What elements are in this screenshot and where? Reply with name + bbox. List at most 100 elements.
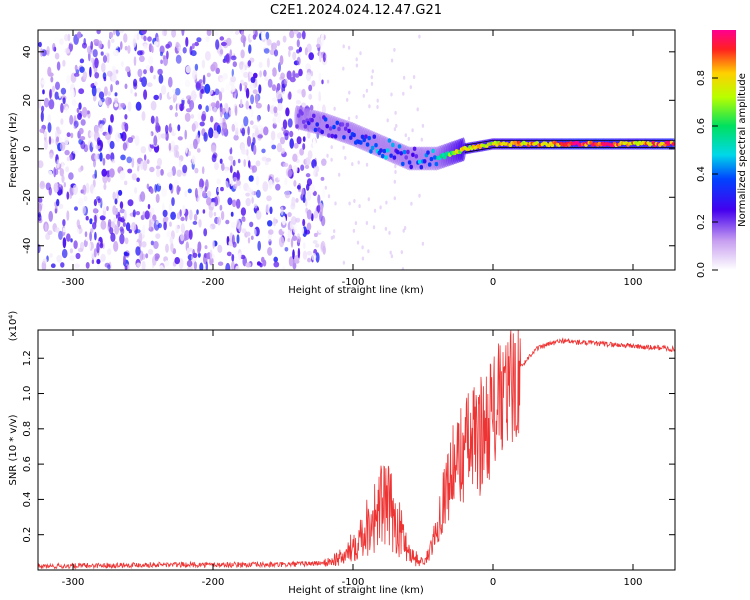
noise-blob bbox=[230, 84, 236, 93]
noise-blob bbox=[421, 123, 425, 128]
noise-blob bbox=[277, 102, 283, 112]
noise-blob bbox=[194, 63, 199, 71]
ridge-core bbox=[369, 149, 373, 154]
noise-blob bbox=[214, 88, 220, 96]
noise-blob bbox=[212, 82, 216, 92]
ridge-core bbox=[333, 134, 338, 139]
noise-blob bbox=[174, 87, 181, 96]
noise-blob bbox=[192, 69, 198, 80]
noise-blob bbox=[54, 91, 59, 100]
noise-blob bbox=[112, 69, 117, 81]
noise-blob bbox=[56, 198, 60, 207]
noise-blob bbox=[140, 160, 144, 170]
noise-blob bbox=[120, 41, 123, 50]
noise-blob bbox=[348, 90, 351, 95]
ridge-core bbox=[407, 160, 412, 165]
noise-blob bbox=[153, 241, 159, 249]
ridge-core bbox=[323, 117, 328, 122]
noise-blob bbox=[230, 55, 237, 61]
noise-blob bbox=[83, 195, 88, 202]
noise-blob bbox=[248, 44, 252, 54]
noise-blob bbox=[394, 164, 397, 169]
noise-blob bbox=[119, 226, 124, 232]
noise-blob bbox=[168, 76, 173, 88]
noise-blob bbox=[175, 150, 180, 159]
noise-blob bbox=[219, 77, 226, 82]
noise-blob bbox=[115, 80, 120, 86]
noise-blob bbox=[201, 59, 206, 69]
noise-blob bbox=[67, 33, 71, 42]
noise-blob bbox=[58, 91, 62, 99]
noise-blob bbox=[254, 127, 259, 138]
ridge-core bbox=[370, 145, 375, 151]
ridge-core bbox=[402, 149, 407, 155]
spectrogram-x-ticks: -300 -200 -100 0 100 bbox=[62, 30, 643, 288]
noise-blob bbox=[342, 145, 345, 150]
noise-blob bbox=[211, 95, 217, 101]
noise-blob bbox=[358, 204, 361, 209]
noise-blob bbox=[168, 168, 173, 179]
noise-blob bbox=[252, 89, 258, 95]
noise-blob bbox=[155, 165, 161, 170]
noise-blob bbox=[175, 224, 180, 234]
snr-x-ticks: -300 -200 -100 0 100 bbox=[62, 330, 643, 588]
noise-blob bbox=[249, 71, 253, 78]
noise-blob bbox=[292, 153, 298, 162]
noise-blob bbox=[313, 166, 317, 177]
noise-blob bbox=[158, 182, 163, 186]
noise-blob bbox=[204, 245, 208, 250]
noise-blob bbox=[77, 197, 84, 207]
noise-blob bbox=[282, 119, 288, 130]
noise-blob bbox=[75, 252, 81, 260]
noise-blob bbox=[256, 189, 261, 198]
noise-blob bbox=[187, 188, 192, 194]
noise-blob bbox=[240, 207, 246, 216]
noise-blob bbox=[71, 99, 77, 107]
noise-blob bbox=[69, 114, 74, 125]
noise-blob bbox=[241, 127, 246, 137]
noise-blob bbox=[213, 212, 217, 217]
noise-blob bbox=[410, 201, 413, 206]
noise-blob bbox=[420, 137, 423, 142]
noise-blob bbox=[388, 230, 391, 235]
noise-blob bbox=[297, 233, 300, 239]
noise-blob bbox=[39, 128, 45, 133]
noise-blob bbox=[217, 187, 220, 193]
noise-blob bbox=[53, 182, 59, 193]
noise-blob bbox=[267, 247, 273, 256]
noise-blob bbox=[324, 54, 328, 59]
noise-blob bbox=[295, 198, 299, 203]
noise-blob bbox=[90, 228, 94, 233]
noise-blob bbox=[175, 41, 180, 49]
noise-blob bbox=[133, 78, 138, 87]
noise-blob bbox=[119, 233, 125, 245]
ridge-core bbox=[385, 148, 390, 153]
noise-blob bbox=[271, 84, 277, 92]
noise-blob bbox=[206, 190, 212, 198]
noise-blob bbox=[245, 197, 251, 207]
noise-blob bbox=[289, 138, 295, 149]
noise-blob bbox=[107, 91, 111, 96]
noise-blob bbox=[299, 148, 304, 156]
noise-blob bbox=[219, 49, 224, 55]
noise-blob bbox=[352, 228, 356, 233]
noise-blob bbox=[407, 136, 410, 141]
noise-blob bbox=[74, 206, 78, 211]
noise-blob bbox=[136, 177, 140, 183]
ridge-core bbox=[300, 111, 304, 116]
noise-blob bbox=[293, 142, 299, 149]
spectrogram-x-axis-label: Height of straight line (km) bbox=[288, 285, 424, 296]
noise-blob bbox=[231, 261, 235, 270]
noise-blob bbox=[289, 30, 295, 39]
noise-blob bbox=[362, 93, 365, 98]
noise-blob bbox=[365, 162, 369, 167]
noise-blob bbox=[64, 106, 69, 114]
noise-blob bbox=[233, 183, 238, 190]
noise-blob bbox=[102, 202, 107, 212]
noise-blob bbox=[297, 247, 301, 259]
noise-blob bbox=[210, 201, 216, 208]
noise-blob bbox=[193, 261, 197, 270]
noise-blob bbox=[292, 228, 297, 233]
noise-blob bbox=[124, 45, 128, 51]
